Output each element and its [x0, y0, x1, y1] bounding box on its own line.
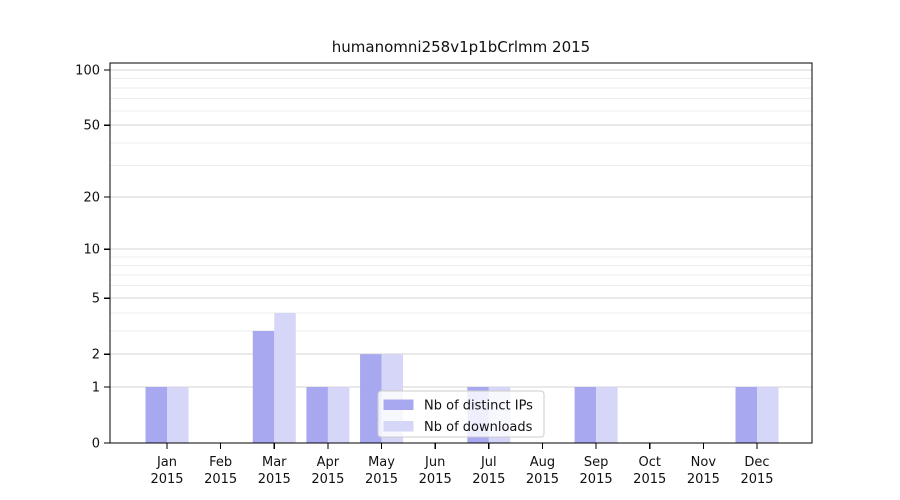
gridlines [110, 69, 812, 388]
y-tick-label: 100 [75, 64, 100, 79]
legend-label-distinct-ips: Nb of distinct IPs [424, 399, 533, 414]
legend-box [377, 390, 545, 438]
bar-ips-mar [252, 330, 275, 443]
axis-ticks [104, 69, 758, 449]
y-tick-label: 50 [83, 119, 100, 134]
x-tick-label: Aug 2015 [526, 455, 559, 487]
chart-title: humanomni258v1p1bCrlmm 2015 [332, 38, 590, 56]
x-tick-label: Nov 2015 [687, 455, 720, 487]
x-tick-label: Apr 2015 [311, 455, 344, 487]
x-tick-label: Jan 2015 [150, 455, 183, 487]
x-tick-label: Oct 2015 [633, 455, 666, 487]
x-axis-labels: Jan 2015 Feb 2015 Mar 2015 Apr 2015 May 2015 Jun 20… [150, 455, 773, 487]
bar-ips-dec [735, 386, 757, 443]
bar-ips-apr [306, 386, 328, 443]
x-tick-label: May 2015 [365, 455, 398, 487]
bar-downloads-apr [327, 386, 350, 443]
y-tick-label: 2 [92, 348, 100, 363]
y-axis-labels: 0 1 2 5 10 20 50 100 [75, 64, 100, 452]
plot-border [109, 62, 813, 444]
legend: Nb of distinct IPs Nb of downloads [377, 390, 545, 438]
y-tick-label: 10 [83, 243, 100, 258]
y-tick-label: 1 [92, 380, 100, 395]
bar-downloads-jan [167, 386, 189, 443]
x-tick-label: Dec 2015 [740, 455, 773, 487]
x-tick-label: Jun 2015 [419, 455, 452, 487]
y-tick-label: 5 [92, 292, 100, 307]
bar-ips-sep [574, 386, 597, 443]
bar-ips-jan [145, 386, 167, 443]
legend-swatch-distinct-ips [383, 399, 414, 410]
bar-downloads-sep [596, 386, 618, 443]
x-tick-label: Mar 2015 [258, 455, 291, 487]
x-tick-label: Jul 2015 [472, 455, 505, 487]
bars [145, 312, 779, 443]
y-tick-label: 0 [92, 437, 100, 452]
legend-swatch-downloads [383, 421, 414, 432]
bar-downloads-dec [757, 386, 779, 443]
x-tick-label: Sep 2015 [580, 455, 613, 487]
bar-ips-may [360, 354, 382, 443]
y-tick-label: 20 [83, 190, 100, 205]
bar-downloads-mar [274, 312, 296, 443]
x-tick-label: Feb 2015 [204, 455, 237, 487]
legend-label-downloads: Nb of downloads [424, 420, 533, 435]
